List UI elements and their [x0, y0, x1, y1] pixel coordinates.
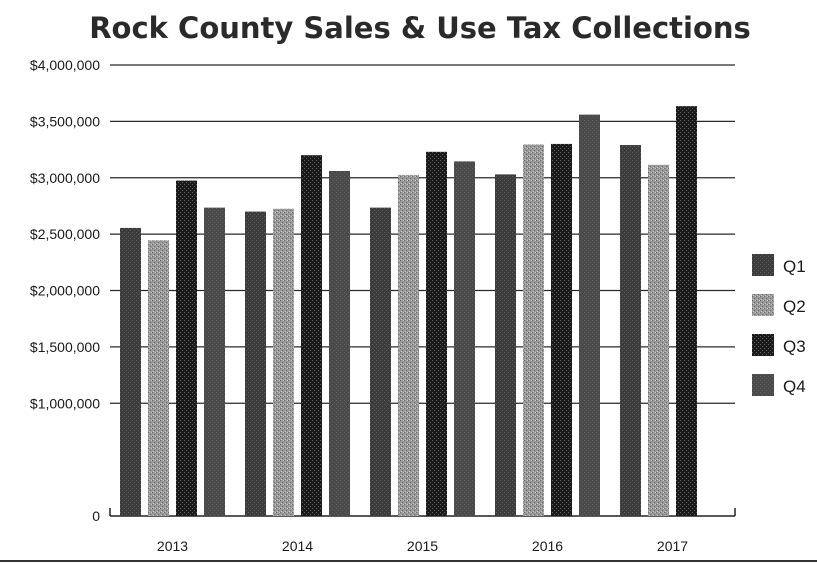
- y-tick-label: 0: [92, 508, 100, 524]
- y-tick-label: $1,000,000: [30, 395, 100, 411]
- legend-label-q2: Q2: [783, 297, 806, 316]
- legend-swatch-q4: [752, 374, 774, 396]
- bar-q2-2014: [273, 208, 294, 516]
- bar-q4-2013: [204, 207, 225, 516]
- bar-q3-2014: [301, 155, 322, 516]
- chart-title: Rock County Sales & Use Tax Collections: [89, 11, 751, 45]
- bar-q3-2013: [176, 180, 197, 516]
- x-tick-label: 2014: [282, 538, 313, 554]
- bars: [120, 106, 697, 517]
- bar-q1-2016: [495, 174, 516, 516]
- legend: Q1 Q2 Q3 Q4: [752, 254, 806, 396]
- bar-q2-2016: [523, 144, 544, 516]
- legend-swatch-q3: [752, 334, 774, 356]
- legend-label-q4: Q4: [783, 377, 806, 396]
- bar-q1-2015: [370, 207, 391, 516]
- x-axis-tick-labels: 2013 2014 2015 2016 2017: [157, 538, 688, 554]
- y-tick-label: $4,000,000: [30, 57, 100, 73]
- y-tick-label: $2,000,000: [30, 283, 100, 299]
- y-tick-label: $1,500,000: [30, 339, 100, 355]
- bar-q4-2014: [329, 170, 350, 517]
- y-axis-tick-labels: 0 $1,000,000 $1,500,000 $2,000,000 $2,500,00…: [30, 57, 100, 524]
- bar-q4-2015: [454, 161, 475, 516]
- bar-q4-2016: [579, 114, 600, 517]
- bar-q2-2013: [148, 240, 169, 517]
- bar-q1-2013: [120, 227, 141, 516]
- bar-q3-2015: [426, 151, 447, 516]
- bar-q1-2017: [620, 145, 641, 517]
- axes: [109, 508, 736, 517]
- y-tick-label: $3,500,000: [30, 113, 100, 129]
- legend-swatch-q2: [752, 294, 774, 316]
- legend-label-q1: Q1: [783, 257, 806, 276]
- gridlines: [110, 64, 735, 404]
- bar-q2-2017: [648, 164, 669, 516]
- legend-label-q3: Q3: [783, 337, 806, 356]
- bar-q3-2016: [551, 143, 572, 517]
- x-tick-label: 2013: [157, 538, 188, 554]
- legend-swatch-q1: [752, 254, 774, 276]
- x-tick-label: 2016: [532, 538, 563, 554]
- bar-q3-2017: [676, 106, 697, 516]
- x-tick-label: 2017: [657, 538, 688, 554]
- bar-q2-2015: [398, 174, 419, 516]
- y-tick-label: $3,000,000: [30, 170, 100, 186]
- bar-q1-2014: [245, 211, 266, 516]
- x-tick-label: 2015: [407, 538, 438, 554]
- y-tick-label: $2,500,000: [30, 226, 100, 242]
